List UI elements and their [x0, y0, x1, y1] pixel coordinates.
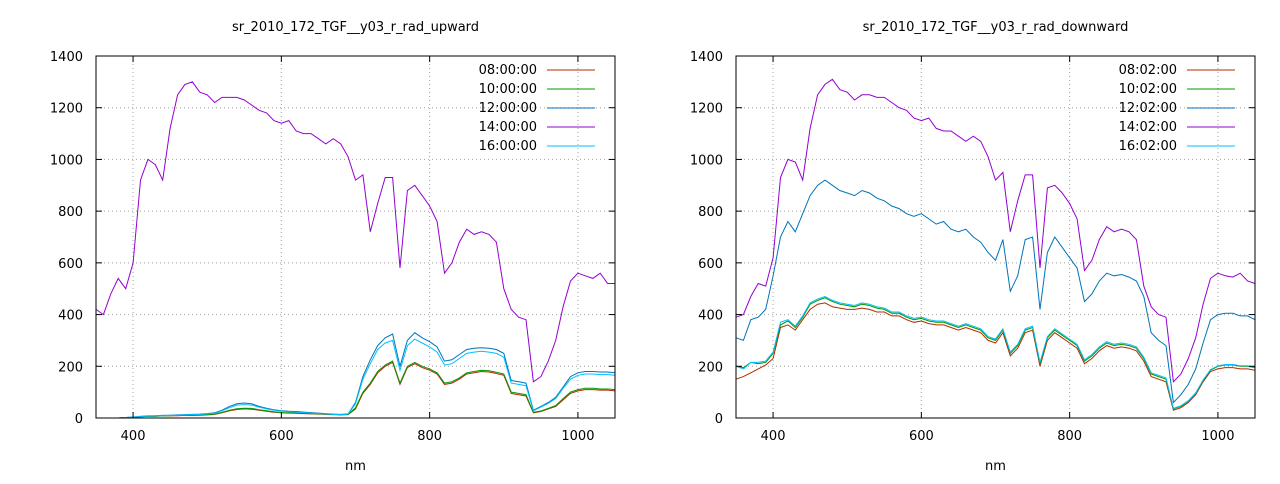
- y-tick-label: 1000: [50, 153, 83, 168]
- legend-label: 14:00:00: [479, 120, 537, 135]
- series-line-12-00-00: [96, 332, 616, 419]
- y-tick-label: 400: [58, 309, 83, 324]
- y-tick-label: 1000: [690, 153, 723, 168]
- legend-label: 12:00:00: [479, 101, 537, 116]
- x-tick-label: 600: [909, 429, 934, 444]
- y-tick-label: 200: [698, 360, 723, 375]
- y-tick-label: 400: [698, 309, 723, 324]
- y-tick-label: 0: [715, 412, 723, 427]
- x-tick-label: 400: [761, 429, 786, 444]
- series-line-14-02-00: [735, 78, 1256, 383]
- series-line-08-00-00: [96, 361, 616, 419]
- x-tick-label: 600: [269, 429, 294, 444]
- y-tick-label: 1400: [50, 50, 83, 65]
- x-axis-label: nm: [985, 459, 1006, 474]
- x-tick-label: 400: [121, 429, 146, 444]
- legend-label: 12:02:00: [1119, 101, 1177, 116]
- chart-title: sr_2010_172_TGF__y03_r_rad_downward: [863, 20, 1129, 35]
- y-tick-label: 0: [75, 412, 83, 427]
- y-tick-label: 200: [58, 360, 83, 375]
- chart-title: sr_2010_172_TGF__y03_r_rad_upward: [232, 20, 479, 35]
- y-tick-label: 600: [58, 257, 83, 272]
- series-line-16-02-00: [735, 295, 1256, 410]
- x-tick-label: 1000: [1201, 429, 1234, 444]
- legend-label: 08:00:00: [479, 63, 537, 78]
- y-tick-label: 600: [698, 257, 723, 272]
- y-tick-label: 800: [698, 205, 723, 220]
- y-tick-label: 1200: [690, 102, 723, 117]
- x-tick-label: 1000: [561, 429, 594, 444]
- legend-label: 08:02:00: [1119, 63, 1177, 78]
- y-tick-label: 800: [58, 205, 83, 220]
- legend-label: 14:02:00: [1119, 120, 1177, 135]
- plot-frame: [95, 55, 616, 419]
- x-axis-label: nm: [345, 459, 366, 474]
- series-line-14-00-00: [95, 81, 615, 383]
- y-tick-label: 1200: [50, 102, 83, 117]
- series-line-08-02-00: [735, 302, 1256, 411]
- plot-frame: [735, 55, 1256, 419]
- x-tick-label: 800: [417, 429, 442, 444]
- y-tick-label: 1400: [690, 50, 723, 65]
- legend-label: 10:00:00: [479, 82, 537, 97]
- legend-label: 16:00:00: [479, 139, 537, 154]
- chart-1: sr_2010_172_TGF__y03_r_rad_upward 400 600 8…: [50, 20, 616, 474]
- legend-label: 16:02:00: [1119, 139, 1177, 154]
- legend-label: 10:02:00: [1119, 82, 1177, 97]
- series-line-10-02-00: [735, 297, 1256, 410]
- series-line-12-02-00: [735, 179, 1256, 404]
- chart-2: sr_2010_172_TGF__y03_r_rad_downward 400 60…: [690, 20, 1256, 474]
- x-tick-label: 800: [1057, 429, 1082, 444]
- series-line-16-00-00: [96, 338, 616, 419]
